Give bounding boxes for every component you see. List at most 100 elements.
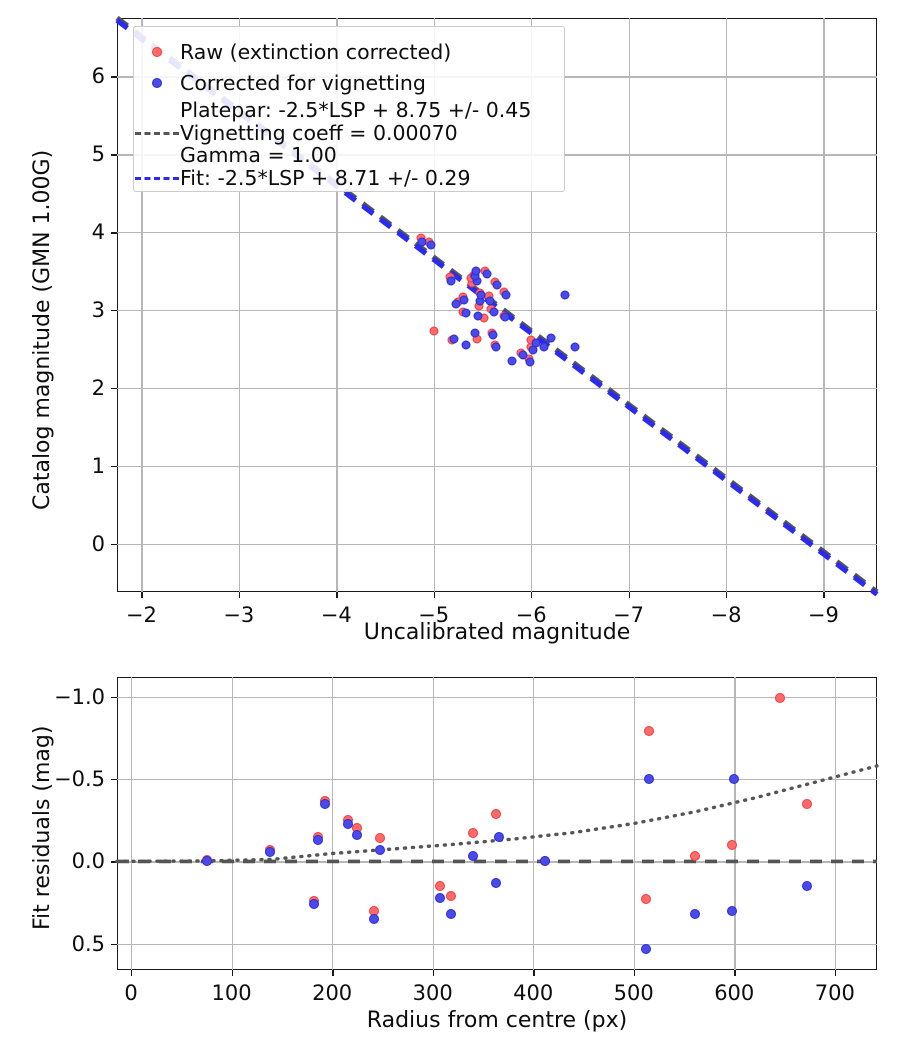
datapoint: [501, 290, 511, 299]
legend-label-vignetting-coeff: Vignetting coeff = 0.00070: [180, 120, 458, 145]
datapoint: [525, 357, 535, 366]
ytick: [111, 696, 117, 699]
datapoint: [470, 328, 480, 338]
datapoint: [492, 280, 502, 290]
datapoint: [507, 356, 517, 366]
datapoint: [488, 330, 498, 340]
datapoint: [426, 240, 436, 250]
ytick: [111, 310, 117, 312]
xtick: [834, 970, 837, 976]
xtick-label: 400: [513, 981, 554, 1005]
gridline-vertical: [238, 18, 241, 592]
ytick-label: 5: [91, 142, 105, 167]
datapoint: [459, 295, 469, 305]
datapoint: [801, 881, 812, 892]
datapoint: [352, 830, 363, 840]
xtick: [141, 592, 143, 598]
gridline-vertical: [433, 18, 435, 592]
xtick: [332, 970, 334, 976]
xtick: [628, 592, 630, 598]
legend-label-corrected: Corrected for vignetting: [180, 70, 426, 95]
xtick-label: 300: [412, 981, 453, 1005]
datapoint: [690, 851, 700, 862]
gridline-vertical: [628, 18, 630, 592]
datapoint: [491, 808, 501, 819]
datapoint: [801, 798, 812, 809]
xtick-label: −9: [807, 603, 839, 627]
legend-marker-dash-gray: [134, 131, 180, 135]
gridline-horizontal: [117, 232, 877, 234]
ytick-label: 0: [91, 531, 105, 556]
xtick-label: 700: [814, 981, 855, 1005]
xtick-label: −5: [418, 603, 450, 627]
ytick: [111, 465, 117, 468]
gridline-vertical: [141, 18, 143, 592]
datapoint: [320, 798, 331, 809]
datapoint: [491, 877, 501, 888]
gridline-horizontal: [117, 943, 877, 945]
gridline-horizontal: [117, 696, 877, 699]
datapoint: [309, 899, 319, 910]
legend-entry-fit: Fit: -2.5*LSP + 8.71 +/- 0.29: [134, 164, 471, 192]
gridline-vertical: [131, 677, 133, 970]
datapoint: [727, 839, 738, 850]
datapoint: [264, 846, 275, 857]
datapoint: [375, 844, 386, 855]
legend-entry-platepar: Platepar: -2.5*LSP + 8.75 +/- 0.45 Vigne…: [134, 98, 531, 167]
ytick-label: 2: [91, 375, 105, 400]
legend-marker-dot-blue: [134, 78, 180, 88]
gridline-vertical: [231, 677, 233, 970]
ytick-label: −1.0: [54, 684, 105, 709]
xtick-label: −6: [515, 603, 547, 627]
xtick: [531, 592, 533, 598]
datapoint: [643, 726, 654, 737]
datapoint: [467, 851, 478, 862]
datapoint: [343, 818, 354, 829]
xtick: [432, 970, 435, 976]
gridline-vertical: [332, 677, 334, 970]
xtick: [533, 970, 535, 976]
xtick: [734, 970, 736, 976]
xtick-label: −8: [710, 603, 742, 627]
xtick-label: 0: [124, 981, 138, 1005]
ytick-label: 3: [91, 298, 105, 323]
datapoint: [313, 835, 324, 845]
plot-legend: Raw (extinction corrected) Corrected for…: [133, 26, 565, 192]
datapoint: [485, 296, 495, 306]
xtick: [633, 970, 636, 976]
magnitude-plot-xlabel: Uncalibrated magnitude: [363, 620, 631, 645]
gridline-vertical: [432, 677, 434, 970]
gridline-vertical: [734, 677, 736, 970]
gridline-vertical: [823, 18, 825, 592]
datapoint: [473, 311, 482, 321]
ytick: [111, 543, 117, 546]
datapoint: [570, 342, 580, 352]
datapoint: [434, 892, 445, 903]
datapoint: [531, 338, 541, 348]
datapoint: [546, 333, 556, 343]
ytick-label: 0.5: [71, 931, 105, 956]
xtick-label: −4: [320, 603, 352, 627]
datapoint: [417, 237, 427, 246]
datapoint: [540, 856, 551, 867]
residuals-plot-ylabel: Fit residuals (mag): [30, 725, 55, 930]
gridline-horizontal: [117, 779, 877, 781]
datapoint: [774, 693, 785, 704]
xtick: [823, 592, 825, 598]
datapoint: [461, 340, 471, 350]
datapoint: [560, 290, 570, 299]
xtick: [433, 592, 436, 598]
gridline-horizontal: [117, 387, 877, 390]
ytick: [111, 76, 117, 78]
datapoint: [482, 269, 492, 279]
ytick: [111, 779, 117, 781]
datapoint: [640, 894, 651, 905]
legend-marker-dash-blue: [134, 176, 180, 180]
gridline-vertical: [531, 18, 533, 592]
datapoint: [451, 299, 461, 309]
magnitude-calibration-panel: −2 −3 −4 −5 −6 −7 −8 −9 0 1 2 3 4 5 6 Uncalibrated mag…: [30, 15, 879, 645]
ytick-label: 1: [91, 453, 105, 478]
datapoint: [445, 890, 456, 901]
